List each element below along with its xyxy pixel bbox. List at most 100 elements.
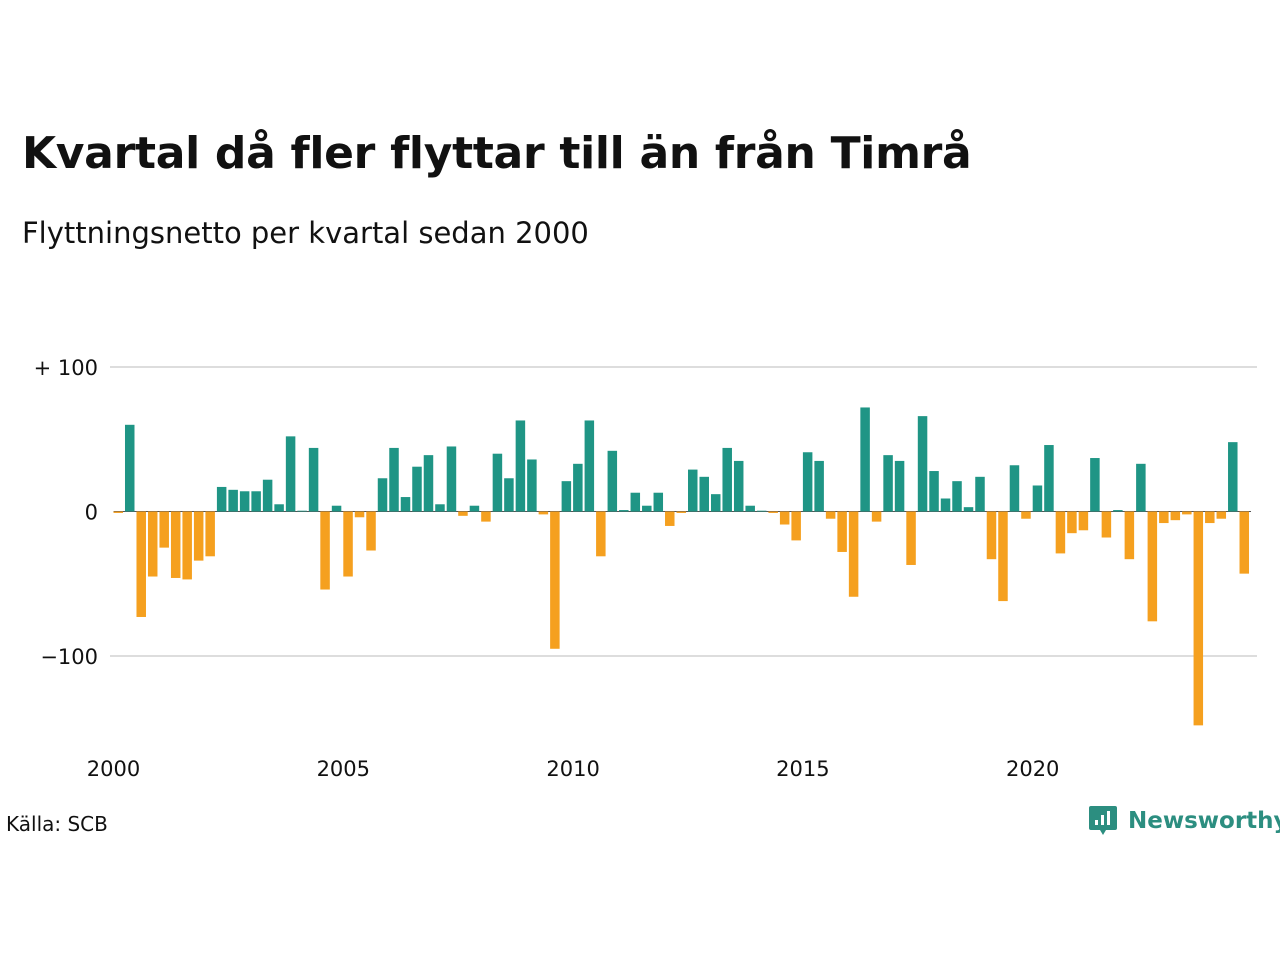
bar-2001K1 xyxy=(159,511,169,548)
bar-2004K3 xyxy=(320,511,330,590)
bar-2016K4 xyxy=(883,455,893,512)
bar-2002K4 xyxy=(239,491,250,512)
bar-2015K3 xyxy=(825,511,836,519)
bar-2020K3 xyxy=(1055,511,1066,554)
bar-2009K1 xyxy=(527,459,537,512)
bar-2009K3 xyxy=(550,511,560,649)
bar-2023K2 xyxy=(1182,511,1192,515)
bar-2006K4 xyxy=(423,455,434,512)
bar-2002K1 xyxy=(205,511,215,557)
bar-2010K4 xyxy=(607,450,618,512)
bar-2009K4 xyxy=(561,481,572,512)
y-tick-label-0: + 100 xyxy=(34,356,98,380)
bar-2022K1 xyxy=(1124,511,1135,560)
bar-2013K3 xyxy=(733,460,744,512)
bar-2015K4 xyxy=(837,511,847,552)
x-tick-label-2010: 2010 xyxy=(546,757,599,781)
bar-2008K4 xyxy=(515,420,526,512)
bar-2013K2 xyxy=(722,447,732,512)
bar-2013K4 xyxy=(745,505,755,512)
bar-2024K3 xyxy=(1239,511,1250,574)
chart-title: Kvartal då fler flyttar till än från Tim… xyxy=(22,128,972,179)
bar-2018K2 xyxy=(952,481,962,512)
bar-chart: + 100 0 −100 2000 2005 2010 2015 2020 xyxy=(34,356,1257,781)
bar-2000K2 xyxy=(124,424,135,512)
bar-2021K1 xyxy=(1078,511,1089,531)
bar-2014K1 xyxy=(756,510,767,512)
bar-2011K4 xyxy=(653,492,664,512)
bar-2001K4 xyxy=(193,511,204,561)
bar-2003K2 xyxy=(262,479,273,512)
bar-2015K2 xyxy=(814,460,824,512)
bar-2005K4 xyxy=(377,478,388,512)
x-tick-label-2015: 2015 xyxy=(776,757,829,781)
bar-2024K2 xyxy=(1228,442,1238,512)
bar-2007K1 xyxy=(435,504,445,512)
bar-2021K4 xyxy=(1113,510,1123,512)
bar-2022K3 xyxy=(1147,511,1158,622)
bar-2010K2 xyxy=(584,420,595,512)
x-tick-label-2005: 2005 xyxy=(317,757,370,781)
source-note: Källa: SCB xyxy=(6,812,108,836)
bar-2012K4 xyxy=(699,476,709,512)
bar-2021K2 xyxy=(1090,458,1100,512)
bar-2011K2 xyxy=(630,492,641,512)
bar-2004K1 xyxy=(297,510,307,512)
bar-2016K2 xyxy=(860,407,870,512)
bar-2009K2 xyxy=(538,511,549,515)
bar-2003K4 xyxy=(285,436,296,512)
bar-2005K2 xyxy=(354,511,365,518)
bar-2005K1 xyxy=(343,511,353,577)
y-tick-label-1: 0 xyxy=(85,501,98,525)
bar-2008K2 xyxy=(492,453,503,512)
newsworthy-logo: Newsworthy xyxy=(1088,804,1280,838)
bar-2017K4 xyxy=(929,471,939,512)
bar-2012K2 xyxy=(676,511,687,513)
bar-2004K4 xyxy=(331,505,342,512)
bar-2017K2 xyxy=(906,511,916,565)
bar-2007K3 xyxy=(458,511,468,516)
bar-2011K1 xyxy=(619,510,629,512)
bar-2017K1 xyxy=(894,460,905,512)
bar-2007K4 xyxy=(469,505,480,512)
bar-2013K1 xyxy=(710,494,721,512)
bar-2010K1 xyxy=(573,463,583,512)
x-tick-label-2020: 2020 xyxy=(1006,757,1059,781)
bar-2000K1 xyxy=(113,511,123,513)
bar-2016K3 xyxy=(871,511,882,522)
bar-2023K3 xyxy=(1193,511,1204,726)
bar-2000K3 xyxy=(136,511,146,617)
bar-2020K4 xyxy=(1067,511,1077,534)
bar-2022K4 xyxy=(1159,511,1169,524)
bar-2018K3 xyxy=(963,507,974,512)
bar-2022K2 xyxy=(1136,463,1146,512)
bar-2003K3 xyxy=(274,504,284,512)
bar-2019K2 xyxy=(998,511,1008,602)
bar-2006K1 xyxy=(389,447,399,512)
bar-2019K1 xyxy=(986,511,997,560)
bar-2011K3 xyxy=(642,505,652,512)
bar-2015K1 xyxy=(802,452,813,512)
bar-2014K4 xyxy=(791,511,801,541)
bar-2021K3 xyxy=(1101,511,1112,538)
bar-2006K3 xyxy=(412,466,422,512)
chart-subtitle: Flyttningsnetto per kvartal sedan 2000 xyxy=(22,216,589,250)
bar-2001K3 xyxy=(182,511,192,580)
bar-2012K3 xyxy=(688,469,698,512)
bar-2002K2 xyxy=(216,486,227,512)
bar-2023K4 xyxy=(1205,511,1215,524)
bar-2020K2 xyxy=(1044,445,1054,512)
bar-2008K1 xyxy=(481,511,491,522)
y-tick-label-2: −100 xyxy=(40,645,98,669)
bars xyxy=(113,407,1250,726)
bar-2018K4 xyxy=(975,476,985,512)
newsworthy-logo-icon xyxy=(1089,806,1117,835)
bar-2004K2 xyxy=(308,447,319,512)
bar-2000K4 xyxy=(147,511,158,577)
bar-2001K2 xyxy=(170,511,181,578)
bar-2024K1 xyxy=(1216,511,1227,519)
bar-2019K4 xyxy=(1021,511,1031,519)
bar-2014K3 xyxy=(779,511,790,525)
bar-2012K1 xyxy=(665,511,675,526)
x-tick-label-2000: 2000 xyxy=(87,757,140,781)
